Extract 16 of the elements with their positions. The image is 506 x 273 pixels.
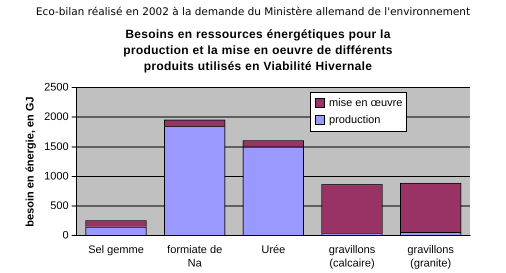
x-tick-label: gravillons (granite) [407, 244, 454, 270]
y-tick-label: 500 [50, 200, 69, 212]
x-tick-label: Urée [261, 244, 286, 256]
y-tick-label: 1000 [44, 170, 69, 182]
y-tick-label: 2000 [44, 111, 69, 124]
x-tick-label: Sel gemme [88, 244, 144, 256]
legend-label: mise en œuvre [329, 97, 402, 110]
y-tick-label: 2500 [44, 82, 69, 94]
x-tick-label: formiate de Na [167, 244, 222, 270]
legend-label: production [329, 114, 380, 126]
x-tick-label: gravillons (calcaire) [328, 244, 376, 270]
y-tick-label: 1500 [44, 140, 69, 153]
y-tick-label: 0 [62, 230, 69, 242]
y-axis-title: besoin en énergie, en GJ [24, 96, 37, 227]
chart-title: Besoins en ressources énergétiques pour la production et la mise en oeuvre de différents produits utilisés en Viabilité Hivernale [122, 26, 394, 74]
chart-subtitle: Eco-bilan réalisé en 2002 à la demande du Ministère allemand de l'environnement [34, 6, 472, 18]
